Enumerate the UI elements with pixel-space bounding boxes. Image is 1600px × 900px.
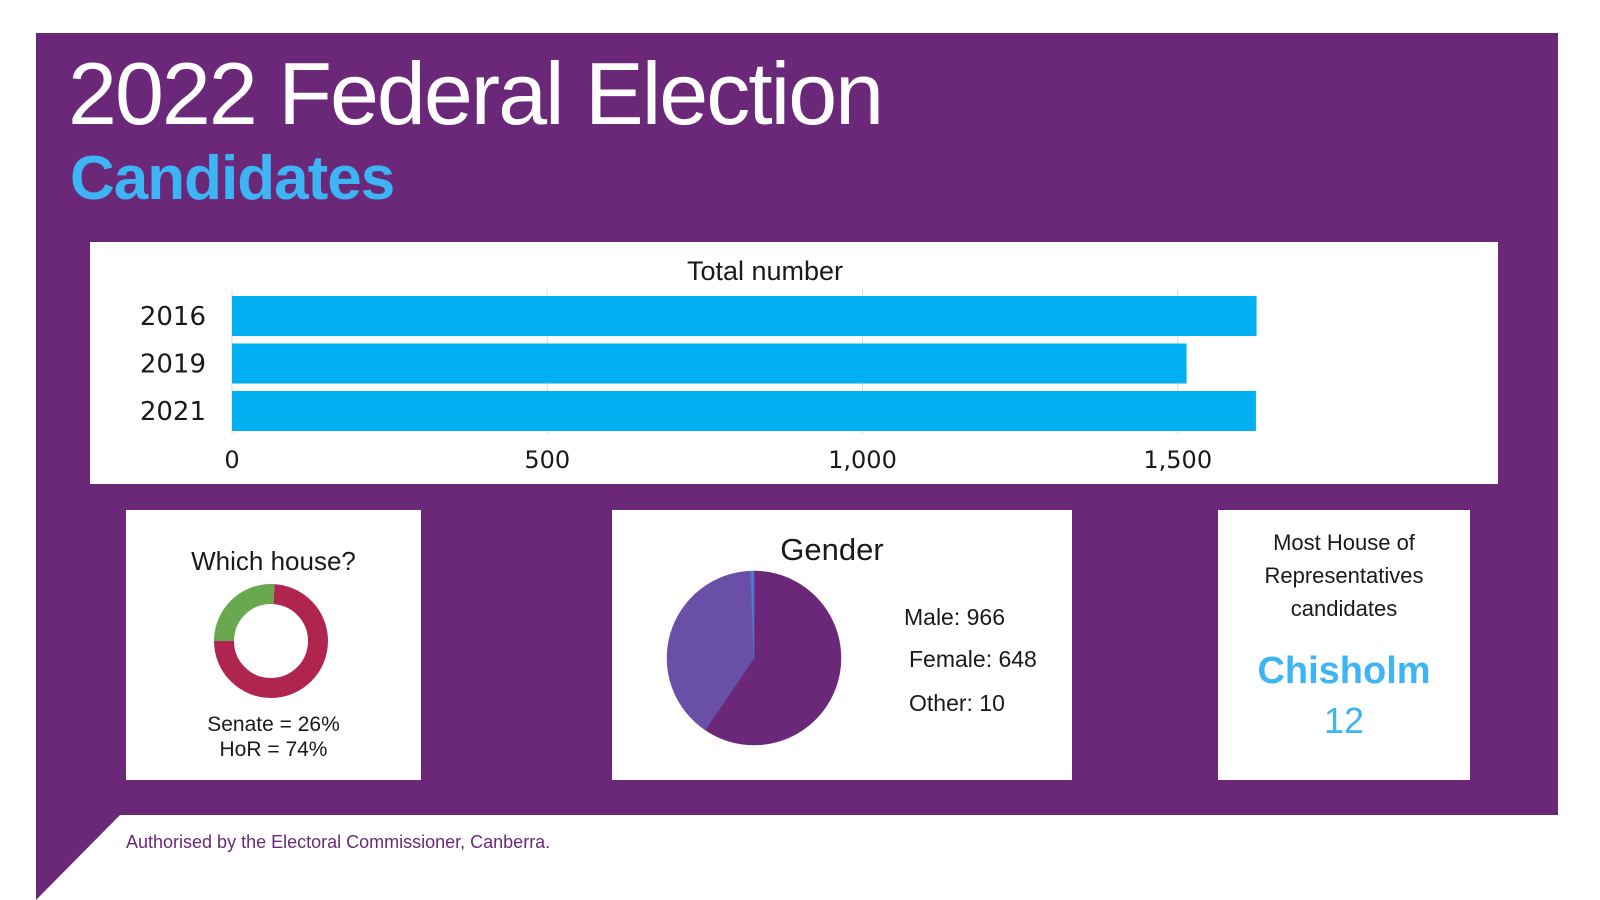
highlight-label-line-1: Most House of xyxy=(1273,530,1415,555)
senate-share-label: Senate = 26% xyxy=(207,713,340,736)
x-tick-label: 1,500 xyxy=(1143,446,1212,474)
category-label: 2016 xyxy=(140,302,206,332)
bar-chart: 2016 2019 2021 0 500 1,000 1,500 xyxy=(140,290,1257,474)
other-count-label: Other: 10 xyxy=(909,690,1005,716)
category-label: 2021 xyxy=(140,397,206,427)
highlight-label-line-3: candidates xyxy=(1290,596,1398,621)
electorate-name: Chisholm xyxy=(1257,650,1431,692)
category-label: 2019 xyxy=(140,350,206,380)
authorisation-footer: Authorised by the Electoral Commissioner… xyxy=(126,832,551,852)
x-tick-label: 1,000 xyxy=(828,446,897,474)
electorate-candidate-count: 12 xyxy=(1323,700,1365,741)
hor-share-label: HoR = 74% xyxy=(219,738,328,761)
highlight-label-line-2: Representatives xyxy=(1264,563,1424,588)
bar-2021 xyxy=(232,391,1256,431)
which-house-card: Which house? Senate = 26% HoR = 74% xyxy=(126,510,421,780)
x-tick-label: 0 xyxy=(224,446,239,474)
page-title: 2022 Federal Election xyxy=(68,44,884,143)
pie-slice-male xyxy=(704,570,842,746)
bar-2019 xyxy=(232,343,1187,384)
pie-title: Gender xyxy=(780,532,884,567)
page-subtitle: Candidates xyxy=(70,144,395,213)
gender-pie-chart xyxy=(666,570,842,746)
total-number-card: Total number 2016 2019 2021 0 500 1,000 1,500 xyxy=(90,242,1498,484)
female-count-label: Female: 648 xyxy=(909,646,1037,672)
pie-slice-other xyxy=(750,570,755,659)
bar-2016 xyxy=(232,296,1257,336)
pie-slice-female xyxy=(666,570,755,731)
x-tick-label: 500 xyxy=(524,446,570,474)
gender-card: Gender Male: 966 Female: 648 Other: 10 xyxy=(612,510,1072,780)
male-count-label: Male: 966 xyxy=(904,604,1006,630)
most-hor-candidates-card: Most House of Representatives candidates… xyxy=(1218,510,1470,780)
donut-slice-hor xyxy=(214,584,328,698)
bar-chart-title: Total number xyxy=(686,256,844,286)
house-donut-chart xyxy=(214,584,328,698)
donut-title: Which house? xyxy=(191,546,356,576)
